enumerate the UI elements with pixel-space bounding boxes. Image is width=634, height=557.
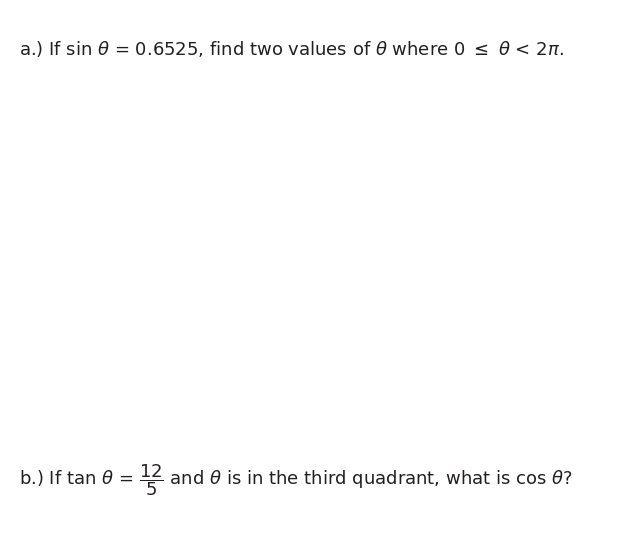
Text: a.) If sin $\theta$ = 0.6525, find two values of $\theta$ where 0 $\leq$ $\theta: a.) If sin $\theta$ = 0.6525, find two v… [19,39,564,59]
Text: b.) If tan $\theta$ = $\dfrac{12}{5}$ and $\theta$ is in the third quadrant, wha: b.) If tan $\theta$ = $\dfrac{12}{5}$ an… [19,462,573,498]
